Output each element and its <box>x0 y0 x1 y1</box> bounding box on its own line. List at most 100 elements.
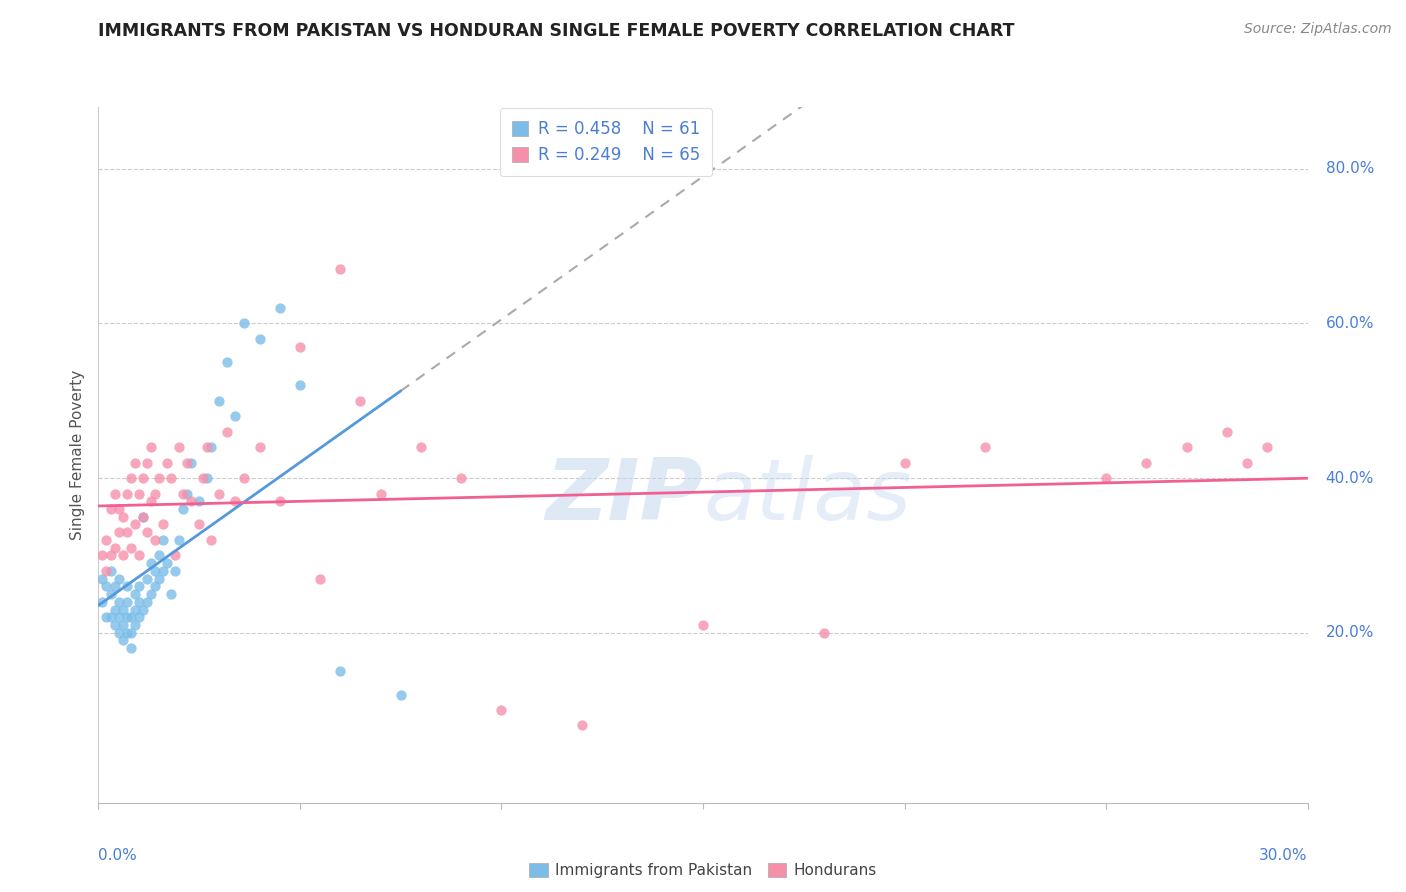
Point <box>91 549 114 563</box>
Point <box>139 440 162 454</box>
Point <box>349 393 371 408</box>
Point <box>91 572 114 586</box>
Point <box>115 579 138 593</box>
Point <box>200 440 222 454</box>
Point <box>1095 471 1118 485</box>
Point <box>139 587 162 601</box>
Point <box>195 440 218 454</box>
Point <box>96 533 118 547</box>
Point <box>974 440 997 454</box>
Point <box>217 425 239 439</box>
Point <box>111 509 134 524</box>
Point <box>120 471 142 485</box>
Point <box>163 564 186 578</box>
Point <box>128 549 150 563</box>
Point <box>288 378 311 392</box>
Point <box>91 595 114 609</box>
Point <box>135 525 157 540</box>
Point <box>100 549 122 563</box>
Text: 60.0%: 60.0% <box>1326 316 1374 331</box>
Point <box>135 456 157 470</box>
Point <box>139 556 162 570</box>
Point <box>103 618 125 632</box>
Point <box>115 610 138 624</box>
Point <box>232 471 254 485</box>
Point <box>124 618 146 632</box>
Point <box>208 486 231 500</box>
Point <box>188 494 211 508</box>
Point <box>571 718 593 732</box>
Point <box>124 456 146 470</box>
Point <box>96 610 118 624</box>
Point <box>96 579 118 593</box>
Point <box>269 494 291 508</box>
Point <box>370 486 392 500</box>
Point <box>269 301 291 315</box>
Point <box>409 440 432 454</box>
Point <box>167 533 190 547</box>
Point <box>176 486 198 500</box>
Point <box>180 494 202 508</box>
Point <box>96 564 118 578</box>
Point <box>100 610 122 624</box>
Text: 20.0%: 20.0% <box>1326 625 1374 640</box>
Point <box>200 533 222 547</box>
Point <box>111 602 134 616</box>
Point <box>128 610 150 624</box>
Point <box>107 502 129 516</box>
Point <box>148 471 170 485</box>
Text: ZIP: ZIP <box>546 455 703 538</box>
Text: atlas: atlas <box>703 455 911 538</box>
Point <box>100 587 122 601</box>
Point <box>224 494 246 508</box>
Point <box>107 610 129 624</box>
Point <box>128 486 150 500</box>
Point <box>156 456 179 470</box>
Point <box>128 579 150 593</box>
Point <box>288 340 311 354</box>
Point <box>107 625 129 640</box>
Point <box>111 618 134 632</box>
Point <box>217 355 239 369</box>
Point <box>193 471 215 485</box>
Point <box>208 393 231 408</box>
Point <box>103 541 125 555</box>
Point <box>120 610 142 624</box>
Text: 40.0%: 40.0% <box>1326 471 1374 485</box>
Point <box>167 440 190 454</box>
Point <box>1216 425 1239 439</box>
Point <box>172 502 194 516</box>
Point <box>1175 440 1198 454</box>
Point <box>172 486 194 500</box>
Point <box>120 625 142 640</box>
Point <box>132 471 155 485</box>
Legend: Immigrants from Pakistan, Hondurans: Immigrants from Pakistan, Hondurans <box>522 855 884 886</box>
Text: IMMIGRANTS FROM PAKISTAN VS HONDURAN SINGLE FEMALE POVERTY CORRELATION CHART: IMMIGRANTS FROM PAKISTAN VS HONDURAN SIN… <box>98 22 1015 40</box>
Point <box>115 595 138 609</box>
Point <box>111 549 134 563</box>
Point <box>143 564 166 578</box>
Point <box>1256 440 1278 454</box>
Point <box>124 587 146 601</box>
Point <box>232 317 254 331</box>
Point <box>163 549 186 563</box>
Point <box>103 486 125 500</box>
Point <box>450 471 472 485</box>
Point <box>1135 456 1157 470</box>
Point <box>124 517 146 532</box>
Point <box>491 703 513 717</box>
Point <box>135 572 157 586</box>
Point <box>148 572 170 586</box>
Text: 80.0%: 80.0% <box>1326 161 1374 177</box>
Point <box>143 533 166 547</box>
Point <box>111 633 134 648</box>
Point <box>389 688 412 702</box>
Point <box>160 587 183 601</box>
Point <box>195 471 218 485</box>
Point <box>107 572 129 586</box>
Point <box>132 602 155 616</box>
Point <box>107 595 129 609</box>
Y-axis label: Single Female Poverty: Single Female Poverty <box>70 370 86 540</box>
Point <box>132 509 155 524</box>
Text: 0.0%: 0.0% <box>98 848 138 863</box>
